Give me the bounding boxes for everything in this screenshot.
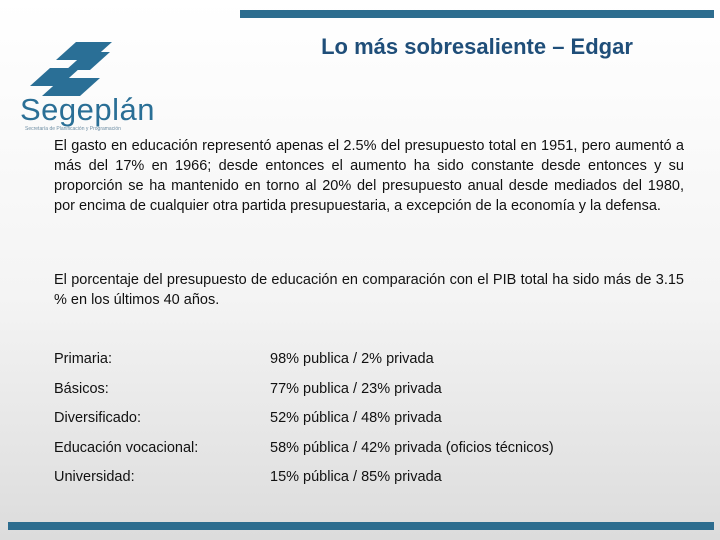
row-label: Básicos: [54,380,109,397]
paragraph-gdp-percentage: El porcentaje del presupuesto de educaci… [54,272,684,308]
segeplan-logo: Segeplán Secretaría de Planificación y P… [10,38,155,134]
row-value: 15% pública / 85% privada [270,469,442,485]
logo-wordmark: Segeplán [20,92,156,127]
paragraph-education-spending: El gasto en educación representó apenas … [54,138,684,214]
table-row: Básicos: 77% publica / 23% privada [54,379,684,409]
top-accent-bar [240,10,714,18]
table-row: Universidad: 15% pública / 85% privada [54,467,684,497]
row-value: 98% publica / 2% privada [270,351,434,367]
row-label: Educación vocacional: [54,439,199,456]
row-value: 52% pública / 48% privada [270,410,442,426]
row-value: 77% publica / 23% privada [270,380,442,397]
bottom-accent-bar [8,522,714,530]
education-share-table: Primaria: 98% publica / 2% privada Básic… [54,349,684,497]
row-label: Diversificado: [54,410,142,426]
row-label: Primaria: [54,351,113,367]
segeplan-emblem-icon [30,42,112,96]
table-row: Primaria: 98% publica / 2% privada [54,349,684,379]
table-row: Educación vocacional: 58% pública / 42% … [54,438,684,468]
logo-tagline: Secretaría de Planificación y Programaci… [25,126,121,132]
row-label: Universidad: [54,469,135,485]
slide-title: Lo más sobresaliente – Edgar [321,34,633,59]
row-value: 58% pública / 42% privada (oficios técni… [270,439,554,456]
table-row: Diversificado: 52% pública / 48% privada [54,408,684,438]
